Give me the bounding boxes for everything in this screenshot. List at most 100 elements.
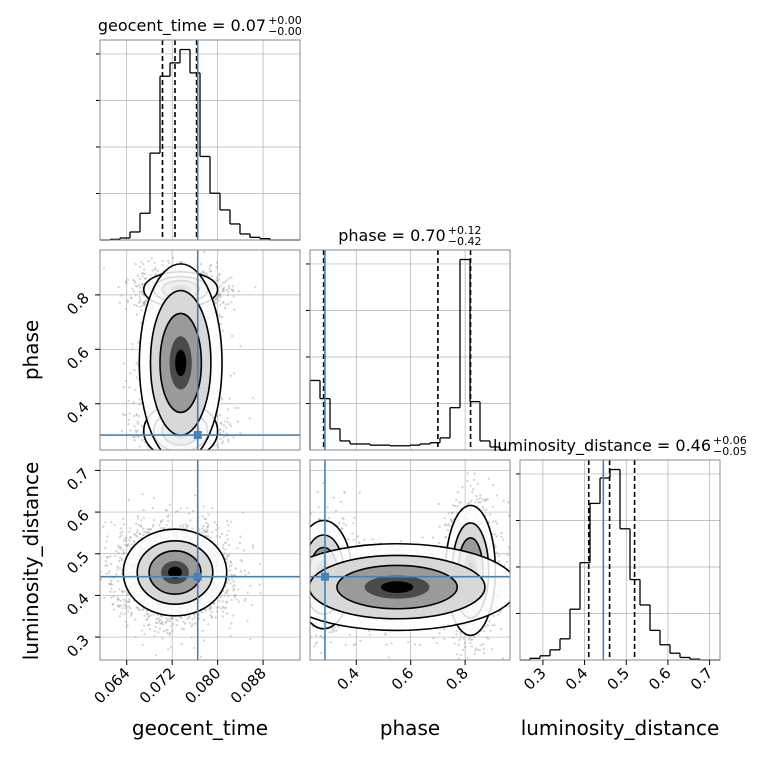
sample-point: [200, 263, 203, 266]
sample-point: [138, 533, 142, 536]
sample-point: [213, 298, 216, 302]
sample-point: [215, 279, 218, 282]
sample-point: [140, 283, 143, 286]
sample-point: [202, 524, 205, 528]
sample-point: [136, 420, 139, 424]
sample-point: [191, 453, 193, 455]
sample-point: [122, 598, 126, 601]
sample-point: [139, 290, 142, 293]
sample-point: [110, 563, 113, 566]
sample-point: [119, 527, 123, 530]
sample-point: [239, 570, 243, 573]
sample-point: [201, 515, 204, 518]
sample-point: [219, 293, 222, 297]
sample-point: [143, 268, 146, 271]
sample-point: [208, 270, 212, 273]
sample-point: [220, 284, 223, 287]
sample-point: [202, 457, 204, 459]
sample-point: [251, 546, 255, 549]
sample-point: [138, 403, 141, 406]
sample-point: [213, 455, 215, 457]
sample-point: [203, 518, 207, 521]
sample-point: [214, 298, 218, 301]
sample-point: [215, 606, 218, 609]
sample-point: [105, 572, 108, 575]
sample-point: [186, 511, 188, 513]
sample-point: [151, 525, 154, 528]
sample-point: [165, 617, 168, 620]
sample-point: [143, 303, 146, 306]
sample-point: [126, 300, 130, 304]
sample-point: [223, 552, 226, 555]
sample-point: [167, 648, 170, 651]
sample-point: [225, 589, 228, 593]
sample-point: [229, 374, 233, 377]
sample-point: [145, 609, 148, 613]
sample-point: [203, 493, 205, 495]
sample-point: [188, 453, 190, 455]
sample-point: [219, 437, 222, 440]
sample-point: [120, 612, 123, 615]
sample-point: [225, 288, 228, 291]
sample-point: [210, 274, 213, 278]
sample-point: [244, 573, 247, 576]
sample-point: [222, 424, 226, 427]
sample-point: [140, 424, 143, 428]
sample-point: [133, 280, 136, 283]
sample-point: [131, 343, 134, 346]
sample-point: [210, 616, 213, 619]
sample-point: [139, 608, 142, 612]
sample-point: [128, 600, 131, 603]
sample-point: [144, 479, 146, 481]
sample-point: [140, 629, 143, 632]
sample-point: [159, 453, 161, 455]
sample-point: [226, 408, 230, 411]
sample-point: [198, 453, 200, 455]
sample-point: [132, 436, 135, 439]
sample-point: [225, 592, 228, 595]
sample-point: [161, 623, 165, 626]
sample-point: [228, 422, 232, 426]
sample-point: [118, 559, 121, 563]
sample-point: [127, 605, 130, 608]
sample-point: [142, 301, 145, 305]
sample-point: [201, 531, 204, 534]
sample-point: [238, 542, 241, 545]
sample-point: [226, 612, 229, 615]
sample-point: [190, 475, 192, 477]
sample-point: [179, 261, 182, 264]
sample-point: [188, 615, 191, 618]
sample-point: [201, 270, 205, 273]
sample-point: [137, 415, 141, 418]
sample-point: [137, 608, 140, 611]
sample-point: [205, 521, 208, 524]
sample-point: [127, 600, 130, 604]
sample-point: [191, 527, 194, 530]
sample-point: [214, 616, 217, 619]
sample-point: [209, 614, 212, 617]
sample-point: [141, 290, 144, 293]
sample-point: [113, 590, 116, 593]
sample-point: [142, 272, 145, 275]
sample-point: [166, 515, 169, 518]
sample-point: [110, 580, 113, 583]
sample-point: [159, 618, 162, 621]
sample-point: [221, 301, 224, 305]
sample-point: [191, 455, 193, 457]
sample-point: [135, 376, 138, 379]
sample-point: [138, 532, 141, 535]
sample-point: [202, 505, 205, 508]
sample-point: [175, 624, 178, 627]
sample-point: [182, 628, 185, 631]
sample-point: [209, 605, 212, 608]
sample-point: [237, 588, 240, 591]
sample-point: [186, 524, 190, 528]
sample-point: [201, 629, 204, 632]
sample-point: [133, 425, 136, 428]
sample-point: [158, 452, 160, 454]
sample-point: [140, 519, 143, 522]
sample-point: [129, 535, 132, 539]
sample-point: [128, 457, 130, 459]
sample-point: [218, 293, 221, 297]
sample-point: [165, 508, 168, 512]
